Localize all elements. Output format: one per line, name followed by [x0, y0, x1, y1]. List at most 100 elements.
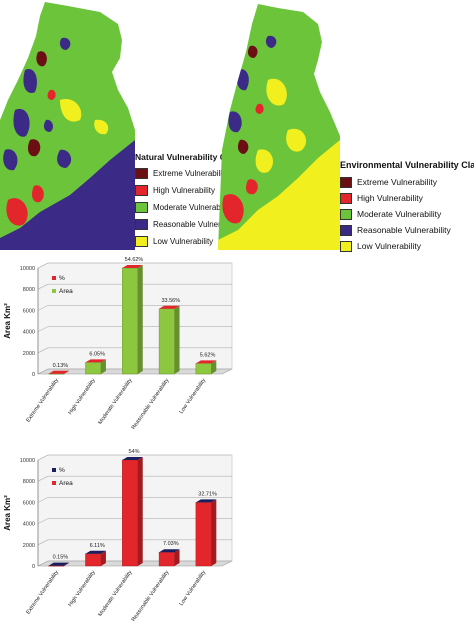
environmental-vulnerability-bar-chart: 0 2000 4000 6000 8000 10000 Area Km² 0.15% Extre… [3, 449, 233, 623]
legend-label: Area [59, 288, 73, 295]
bar [195, 502, 212, 567]
bar-side [137, 457, 143, 566]
environmental-vulnerability-legend: Environmental Vulnerability Classes Extr… [340, 160, 474, 254]
x-tick-label: High Vulnerability [67, 570, 96, 609]
bar-side [137, 265, 143, 374]
legend-swatch [52, 276, 56, 280]
legend-item-extreme: Extreme Vulnerability [340, 174, 472, 190]
data-label: 6.11% [90, 543, 105, 549]
bar [158, 308, 175, 375]
legend-swatch [340, 240, 352, 252]
legend-label: High Vulnerability [153, 186, 215, 195]
data-label: 5.62% [200, 352, 216, 358]
bar-cap [85, 550, 106, 554]
y-tick-label: 8000 [23, 287, 35, 293]
grid-line [37, 539, 49, 546]
legend-swatch [340, 176, 352, 188]
x-tick-label: Moderate Vulnerability [97, 378, 133, 426]
natural-vulnerability-bar-chart: 0 2000 4000 6000 8000 10000 Area Km² 0.13% Extre… [3, 257, 233, 431]
legend-label: Low Vulnerability [153, 237, 214, 246]
legend-label: Low Vulnerability [357, 241, 421, 251]
legend-item-low: Low Vulnerability [135, 233, 263, 250]
bar-cap [48, 562, 70, 566]
data-label: 0.15% [53, 555, 69, 561]
y-tick-label: 8000 [23, 479, 35, 485]
legend-item-reasonable: Reasonable Vulnerability [340, 222, 472, 238]
legend-item-extreme: Extreme Vulnerability [135, 165, 263, 182]
bar-side [174, 305, 180, 374]
legend-swatch [135, 219, 148, 230]
legend-item-reasonable: Reasonable Vulnerabil [135, 216, 263, 233]
legend-item-high: High Vulnerability [135, 182, 263, 199]
legend-item-moderate: Moderate Vulnerability [135, 199, 263, 216]
grid-line [37, 305, 49, 311]
bar-side [64, 370, 70, 374]
legend-label: Reasonable Vulnerability [357, 225, 451, 235]
bar-side [64, 562, 70, 566]
x-tick-label: High Vulnerability [67, 378, 96, 417]
data-label: 7.03% [163, 541, 179, 547]
legend-label: % [59, 275, 65, 282]
y-tick-label: 6000 [23, 500, 35, 506]
y-axis-label: Area Km² [3, 495, 12, 531]
grid-line [37, 283, 49, 290]
bar-cap [195, 499, 217, 503]
legend-item-low: Low Vulnerability [340, 238, 472, 254]
legend-label: Reasonable Vulnerabil [153, 220, 234, 229]
legend-swatch [135, 185, 148, 196]
data-label: 33.56% [161, 298, 180, 304]
bar [195, 363, 212, 375]
environmental-vulnerability-map [218, 4, 340, 250]
x-tick-label: Low Vulnerability [179, 570, 208, 608]
grid-line [37, 368, 49, 375]
bar-cap [85, 359, 106, 363]
bar-side [100, 550, 106, 566]
y-tick-label: 2000 [23, 543, 35, 549]
bar-cap [122, 457, 143, 460]
bar-cap [159, 305, 180, 309]
legend-swatch [340, 208, 352, 220]
legend-label: Extreme Vulnerability [153, 169, 229, 178]
x-tick-label: Low Vulnerability [179, 378, 208, 416]
grid-line [37, 454, 49, 461]
grid-line [37, 262, 49, 269]
bar-side [211, 499, 217, 566]
grid-line [37, 347, 49, 354]
legend-label: Extreme Vulnerability [357, 177, 437, 187]
bar [122, 459, 138, 567]
natural-vulnerability-legend: Natural Vulnerability Classes Extreme Vu… [135, 152, 263, 250]
x-tick-label: Extreme Vulnerability [25, 570, 60, 616]
bar [48, 373, 65, 375]
grid-line [37, 475, 49, 482]
x-tick-label: Extreme Vulnerability [25, 378, 60, 424]
bar [85, 362, 102, 375]
legend-swatch [340, 192, 352, 204]
bar-cap [159, 549, 180, 553]
legend-swatch [135, 168, 148, 179]
grid-line [37, 497, 49, 503]
bar-side [100, 359, 106, 374]
y-tick-label: 10000 [20, 266, 35, 272]
legend-label: Area [59, 480, 73, 487]
legend-swatch [52, 468, 56, 472]
data-label: 54.62% [125, 257, 144, 263]
x-tick-label: Reasonable Vulnerability [131, 570, 171, 623]
data-label: 6.05% [89, 351, 105, 357]
legend-item-high: High Vulnerability [340, 190, 472, 206]
grid-line [37, 326, 49, 332]
legend-label: Moderate Vulnerability [357, 209, 442, 219]
grid-line [37, 518, 49, 524]
legend-swatch [340, 224, 352, 236]
bar-cap [122, 265, 143, 268]
y-tick-label: 4000 [23, 330, 35, 336]
y-tick-label: 4000 [23, 522, 35, 528]
legend-label: % [59, 467, 65, 474]
legend-label: Moderate Vulnerability [153, 203, 233, 212]
legend-swatch [52, 481, 56, 485]
legend-swatch [135, 202, 148, 213]
bar-side [211, 360, 217, 374]
natural-vulnerability-map [0, 2, 135, 250]
legend-swatch [135, 236, 148, 247]
y-tick-label: 6000 [23, 308, 35, 314]
data-label: 0.13% [53, 363, 69, 369]
